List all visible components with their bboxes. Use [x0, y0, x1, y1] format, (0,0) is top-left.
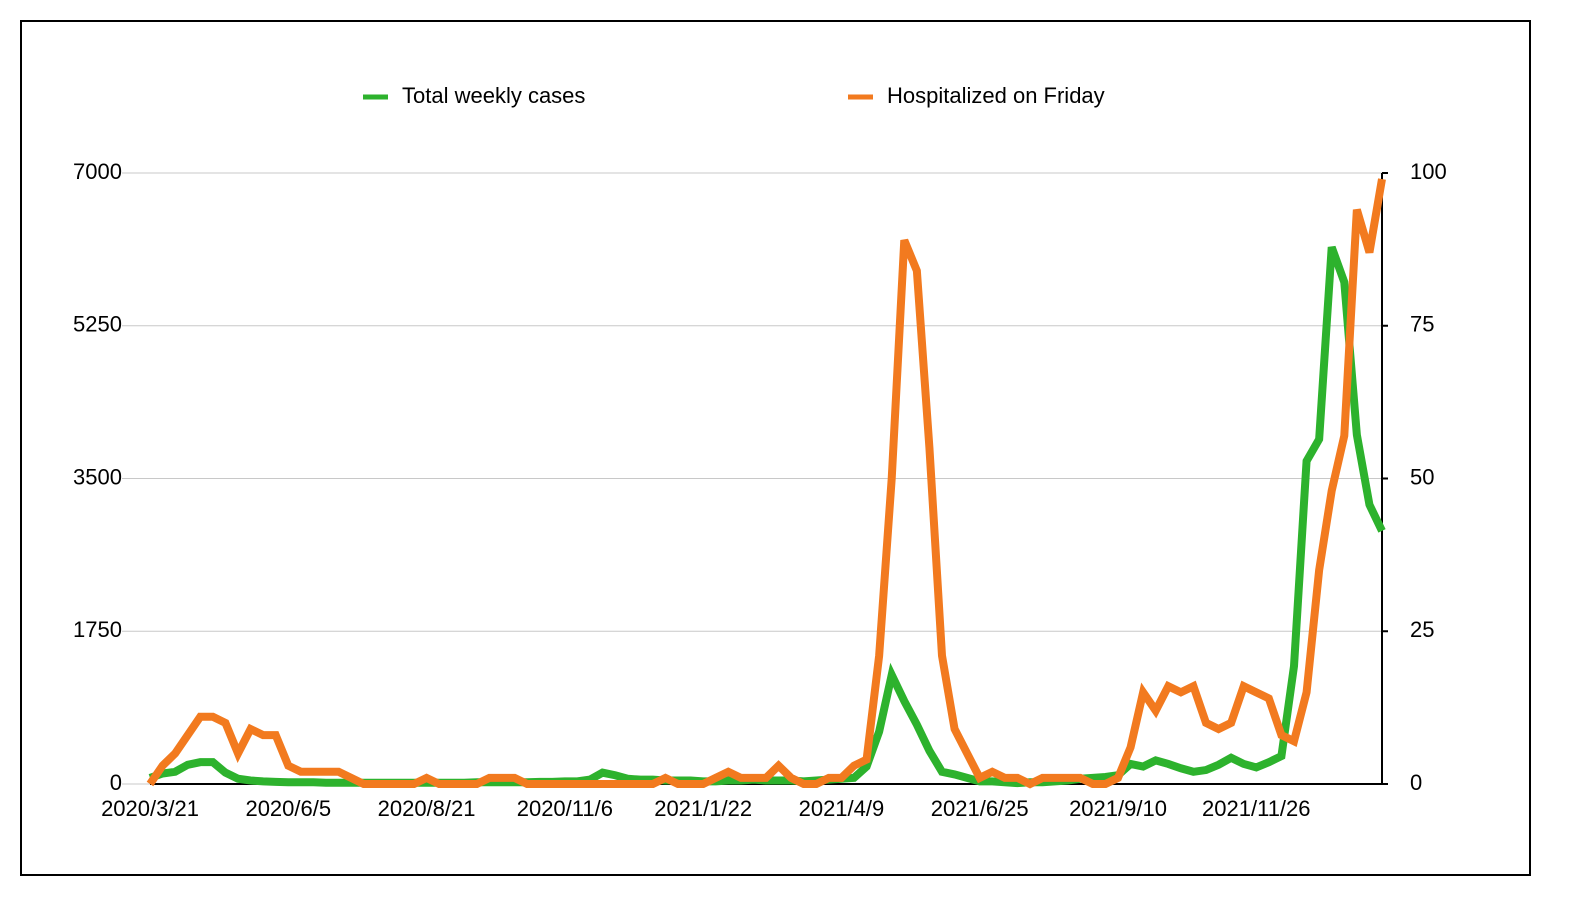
chart-frame	[20, 20, 1531, 876]
y2-tick-label: 100	[1410, 159, 1447, 184]
x-tick-label: 2020/11/6	[517, 796, 613, 821]
y2-tick-label: 50	[1410, 464, 1434, 489]
y-tick-label: 7000	[73, 159, 122, 184]
x-tick-label: 2020/8/21	[378, 796, 476, 821]
y2-tick-label: 0	[1410, 770, 1422, 795]
x-tick-label: 2021/4/9	[799, 796, 885, 821]
x-tick-label: 2020/3/21	[101, 796, 199, 821]
y-tick-label: 3500	[73, 464, 122, 489]
y2-tick-label: 75	[1410, 312, 1434, 337]
y-tick-label: 0	[110, 770, 122, 795]
y2-tick-label: 25	[1410, 617, 1434, 642]
x-tick-label: 2021/6/25	[931, 796, 1029, 821]
x-tick-label: 2021/1/22	[654, 796, 752, 821]
y-tick-label: 5250	[73, 312, 122, 337]
x-tick-label: 2020/6/5	[245, 796, 331, 821]
legend-label: Hospitalized on Friday	[887, 83, 1105, 108]
x-tick-label: 2021/11/26	[1202, 796, 1310, 821]
x-tick-label: 2021/9/10	[1069, 796, 1167, 821]
legend-label: Total weekly cases	[402, 83, 585, 108]
series-line	[146, 178, 1386, 789]
y-tick-label: 1750	[73, 617, 122, 642]
